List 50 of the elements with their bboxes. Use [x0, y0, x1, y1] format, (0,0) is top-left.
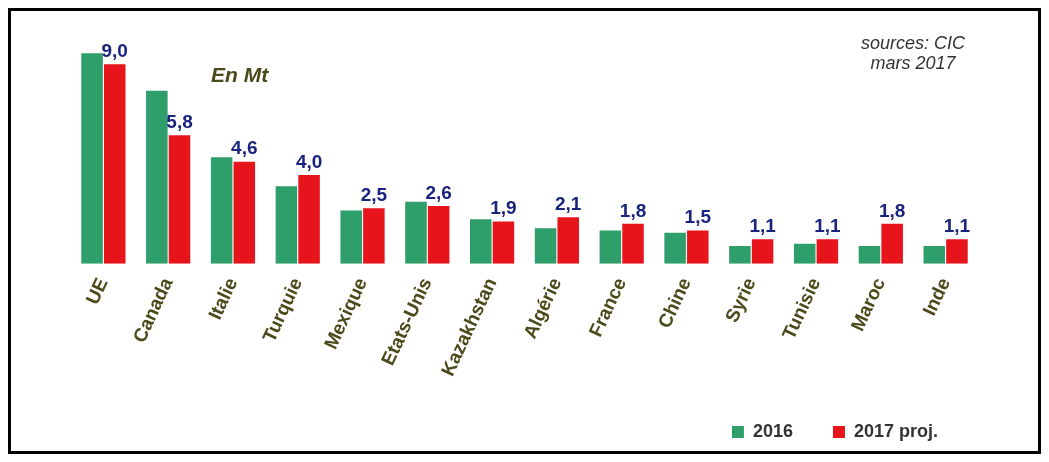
data-label: 9,0 — [101, 40, 128, 62]
bar — [664, 232, 686, 264]
bar — [81, 53, 103, 264]
data-label: 2,1 — [555, 192, 582, 214]
data-label: 1,9 — [490, 197, 517, 219]
data-label: 1,1 — [943, 215, 971, 237]
data-label: 2,5 — [360, 184, 388, 206]
data-label: 1,1 — [814, 215, 842, 237]
bar — [103, 64, 126, 264]
bar — [946, 239, 968, 264]
annotation: sources: CIC mars 2017 — [860, 33, 966, 73]
bar — [405, 201, 427, 264]
annotation: En Mt — [211, 63, 269, 87]
data-label: 2,6 — [425, 181, 452, 203]
x-tick-label: UE — [81, 274, 112, 308]
bar — [599, 230, 622, 264]
bar — [275, 186, 298, 264]
bar — [881, 223, 903, 264]
bar — [816, 239, 839, 264]
bar — [363, 208, 385, 264]
bar — [298, 175, 320, 264]
x-tick-label: Chine — [653, 274, 695, 332]
bar — [793, 243, 816, 264]
data-label: 4,6 — [231, 137, 258, 159]
x-tick-label: Italie — [204, 274, 242, 323]
bar — [492, 221, 515, 264]
data-label: 1,8 — [619, 199, 647, 221]
bar — [751, 239, 774, 264]
bar — [340, 210, 362, 264]
bar — [923, 245, 946, 264]
bar — [858, 245, 881, 264]
data-label: 1,8 — [878, 199, 906, 221]
bar — [210, 157, 233, 264]
data-label: 1,1 — [749, 215, 777, 237]
bar — [622, 223, 644, 264]
bar — [233, 161, 256, 264]
bar — [470, 219, 492, 264]
legend-label: 2016 — [752, 420, 793, 441]
x-tick-label: Syrie — [720, 274, 760, 326]
bar — [729, 245, 751, 264]
legend-label: 2017 proj. — [853, 420, 939, 441]
bar — [168, 135, 191, 264]
data-label: 4,0 — [295, 150, 323, 172]
x-tick-label: Inde — [918, 274, 954, 319]
bar — [146, 90, 168, 264]
data-label: 1,5 — [684, 206, 712, 228]
bar — [557, 217, 579, 264]
bar — [687, 230, 709, 264]
bar — [427, 206, 450, 264]
bar — [534, 228, 557, 264]
